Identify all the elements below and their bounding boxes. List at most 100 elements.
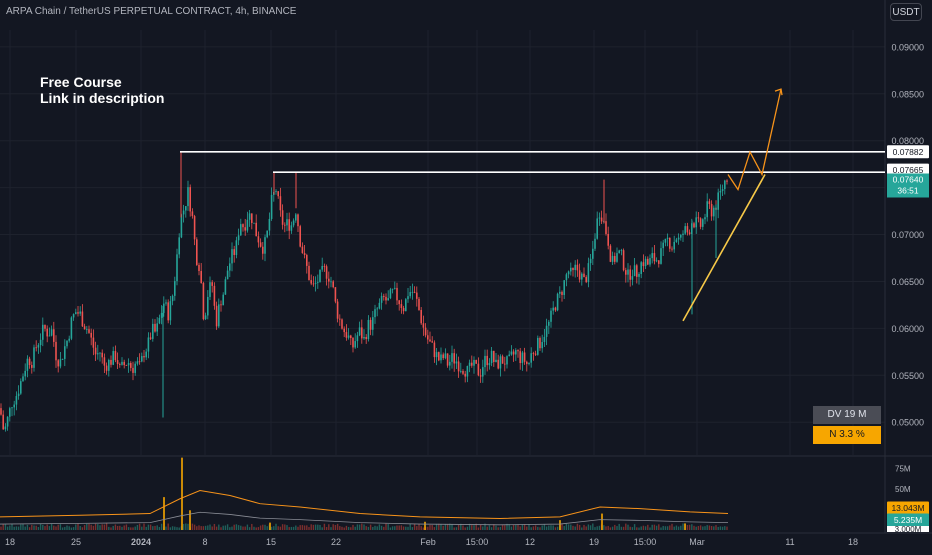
volume-bar <box>13 526 15 530</box>
volume-bar <box>365 526 367 530</box>
candle-body <box>429 339 431 342</box>
volume-bar <box>589 525 592 530</box>
candle-body <box>9 408 11 417</box>
candle-body <box>343 328 345 333</box>
volume-bar <box>356 524 359 530</box>
y-tick-label: 0.05500 <box>891 371 924 381</box>
volume-bar <box>83 525 86 530</box>
candle-body <box>121 361 123 365</box>
volume-bar <box>420 526 422 530</box>
x-tick-label: 12 <box>525 537 535 547</box>
volume-bar <box>673 526 675 530</box>
volume-bar <box>127 527 130 530</box>
dv-indicator-box: DV 19 M <box>813 406 881 424</box>
candle-body <box>565 274 568 281</box>
volume-bar <box>288 527 290 530</box>
volume-bar <box>477 527 480 530</box>
volume-bar <box>321 527 323 530</box>
volume-label-2-bg <box>887 513 929 527</box>
volume-bar <box>90 524 92 530</box>
volume-bar <box>653 524 656 530</box>
annotation-line-1: Free Course <box>40 74 122 90</box>
drawings[interactable] <box>180 88 885 322</box>
candle-body <box>537 337 539 355</box>
candle-body <box>367 319 370 340</box>
candle-body <box>154 323 156 332</box>
candle-body <box>312 283 315 285</box>
volume-bar <box>299 525 301 530</box>
candle-body <box>266 230 268 238</box>
candle-body <box>561 291 563 295</box>
candle-body <box>515 350 517 355</box>
volume-bar <box>713 526 715 530</box>
candle-body <box>321 266 323 270</box>
volume-bar <box>607 525 609 530</box>
volume-spike <box>269 522 271 530</box>
volume-bar <box>510 526 513 530</box>
volume-bar <box>286 525 288 530</box>
volume-bar <box>581 527 583 530</box>
volume-bar <box>693 525 695 530</box>
candle-body <box>193 216 196 240</box>
volume-bar <box>290 526 293 530</box>
candle-body <box>145 351 147 358</box>
candle-body <box>695 217 697 228</box>
volume-bar <box>202 526 205 530</box>
candle-body <box>158 317 161 324</box>
last-price-label: 0.07640 <box>893 175 924 185</box>
volume-bar <box>275 523 277 530</box>
currency-button[interactable]: USDT <box>890 3 922 21</box>
volume-bar <box>143 523 145 530</box>
volume-bar <box>697 526 700 530</box>
volume-bar <box>545 526 548 530</box>
candle-body <box>237 235 240 241</box>
volume-bar <box>77 523 79 530</box>
candle-body <box>358 327 361 336</box>
volume-bar <box>413 523 416 530</box>
volume-bar <box>231 526 233 530</box>
volume-bar <box>552 525 554 530</box>
candle-body <box>319 269 321 282</box>
candle-body <box>664 238 667 243</box>
volume-bar <box>200 526 202 530</box>
candle-body <box>554 307 557 311</box>
x-tick-label: 11 <box>785 537 794 547</box>
volume-bar <box>669 525 671 530</box>
volume-bar <box>358 524 361 530</box>
candle-body <box>420 310 422 324</box>
candle-body <box>4 426 7 430</box>
volume-bar <box>61 527 64 530</box>
volume-bar <box>444 524 447 530</box>
volume-bar <box>594 527 596 530</box>
candle-body <box>345 332 348 338</box>
candle-body <box>475 359 477 364</box>
trendline[interactable] <box>682 174 766 322</box>
candle-body <box>288 219 290 231</box>
volume-bar <box>457 524 460 530</box>
volume-bar <box>325 526 328 530</box>
x-tick-label: 18 <box>848 537 858 547</box>
candle-body <box>708 201 711 204</box>
candle-body <box>112 351 114 365</box>
volume-bar <box>695 526 697 530</box>
candle-body <box>209 282 211 297</box>
candle-body <box>207 296 209 316</box>
volume-bar <box>116 525 119 530</box>
volume-bar <box>389 527 392 530</box>
y-tick-label: 0.05000 <box>891 418 924 428</box>
x-tick-label: 15:00 <box>466 537 489 547</box>
candle-body <box>279 196 282 211</box>
volume-bar <box>17 526 20 530</box>
volume-bar <box>363 524 365 530</box>
candle-body <box>501 356 504 364</box>
volume-bar <box>37 526 40 530</box>
projection-path[interactable] <box>727 88 782 191</box>
candle-body <box>541 342 543 349</box>
candle-body <box>471 362 473 366</box>
candle-body <box>710 203 713 217</box>
text-annotation[interactable]: Free Course Link in description <box>40 74 164 106</box>
candle-body <box>704 217 706 220</box>
candle-body <box>457 361 460 372</box>
